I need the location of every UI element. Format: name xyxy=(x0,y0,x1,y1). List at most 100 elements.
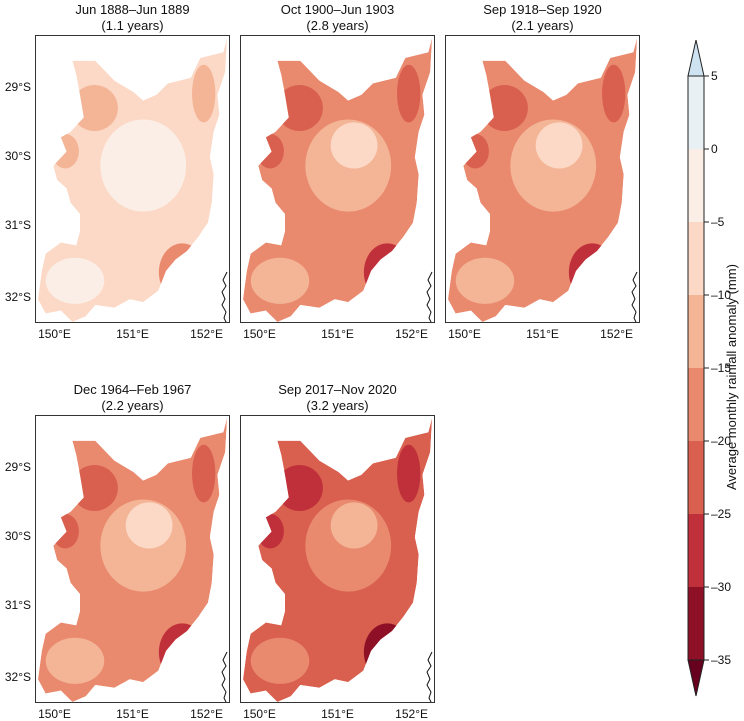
x-tick-label: 152°E xyxy=(190,707,223,721)
colorbar-segment xyxy=(688,441,704,514)
anomaly-zone xyxy=(330,502,378,549)
y-tick-label: 32°S xyxy=(4,670,31,685)
anomaly-zone xyxy=(51,133,79,169)
anomaly-zone xyxy=(568,243,616,301)
anomaly-zone xyxy=(461,133,489,169)
colorbar-tick-label: 0 xyxy=(711,142,718,156)
colorbar-tick-label: –5 xyxy=(711,215,725,229)
anomaly-zone xyxy=(602,64,626,123)
anomaly-zone xyxy=(51,513,79,549)
panel-subtitle: (3.2 years) xyxy=(306,398,369,413)
anomaly-zone xyxy=(535,122,583,169)
map-panel: Jun 1888–Jun 1889 (1.1 years) 150°E 151°E 15… xyxy=(5,0,230,341)
anomaly-zone xyxy=(256,513,284,549)
colorbar-tick-label: –30 xyxy=(711,580,732,594)
anomaly-zone xyxy=(363,243,411,301)
map-panel: Sep 2017–Nov 2020 (3.2 years) 150°E 151°E 15… xyxy=(240,380,435,721)
y-tick-label: 32°S xyxy=(4,290,31,305)
panel-subtitle: (1.1 years) xyxy=(101,18,164,33)
colorbar-tick-label: 5 xyxy=(711,69,718,83)
x-tick-label: 150°E xyxy=(243,327,276,341)
anomaly-zone xyxy=(45,257,105,304)
x-tick-label: 151°E xyxy=(116,327,149,341)
panel-subtitle: (2.2 years) xyxy=(101,398,164,413)
anomaly-zone xyxy=(481,84,528,132)
y-tick-label: 29°S xyxy=(4,79,31,94)
map-frame xyxy=(35,415,230,703)
colorbar-extend-over xyxy=(687,39,705,77)
x-tick-label: 150°E xyxy=(38,327,71,341)
colorbar-segment xyxy=(688,368,704,441)
colorbar-tick-label: –35 xyxy=(711,653,732,667)
y-tick-label: 30°S xyxy=(4,528,31,543)
x-tick-label: 151°E xyxy=(526,327,559,341)
panel-title: Jun 1888–Jun 1889 xyxy=(75,2,190,17)
y-tick-label: 31°S xyxy=(4,218,31,233)
anomaly-zone xyxy=(256,133,284,169)
x-tick-label: 152°E xyxy=(190,327,223,341)
anomaly-zone xyxy=(192,444,216,503)
map-frame xyxy=(240,415,435,703)
x-tick-label: 152°E xyxy=(395,707,428,721)
colorbar-segment xyxy=(688,295,704,368)
anomaly-zone xyxy=(330,122,378,169)
anomaly-zone xyxy=(276,464,323,512)
map-panel: Sep 1918–Sep 1920 (2.1 years) 150°E 151°E 15… xyxy=(445,0,640,341)
x-tick-label: 150°E xyxy=(38,707,71,721)
anomaly-zone xyxy=(158,243,206,301)
anomaly-zone xyxy=(250,257,310,304)
y-tick-label: 29°S xyxy=(4,459,31,474)
colorbar-segment xyxy=(688,514,704,587)
y-tick-label: 31°S xyxy=(4,598,31,613)
colorbar-segment xyxy=(688,222,704,295)
map-panel: Dec 1964–Feb 1967 (2.2 years) 150°E 151°E 15… xyxy=(5,380,230,721)
map-frame xyxy=(445,35,640,323)
panel-subtitle: (2.1 years) xyxy=(511,18,574,33)
x-tick-label: 152°E xyxy=(600,327,633,341)
anomaly-zone xyxy=(158,623,206,681)
anomaly-zone xyxy=(397,64,421,123)
x-tick-label: 150°E xyxy=(243,707,276,721)
anomaly-zone xyxy=(250,637,310,684)
x-tick-label: 152°E xyxy=(395,327,428,341)
y-tick-label: 30°S xyxy=(4,148,31,163)
map-panel: Oct 1900–Jun 1903 (2.8 years) 150°E 151°E 15… xyxy=(240,0,435,341)
anomaly-zone xyxy=(71,84,118,132)
panel-title: Oct 1900–Jun 1903 xyxy=(280,2,395,17)
coastline xyxy=(221,271,228,322)
anomaly-zone xyxy=(125,502,173,549)
panel-title: Sep 1918–Sep 1920 xyxy=(483,2,602,17)
panel-title: Sep 2017–Nov 2020 xyxy=(278,382,397,397)
x-tick-label: 151°E xyxy=(321,707,354,721)
colorbar-tick-label: –15 xyxy=(711,361,732,375)
x-tick-label: 151°E xyxy=(321,327,354,341)
x-tick-label: 150°E xyxy=(448,327,481,341)
anomaly-zone xyxy=(45,637,105,684)
colorbar-tick-label: –25 xyxy=(711,507,732,521)
anomaly-zone xyxy=(276,84,323,132)
anomaly-zone xyxy=(125,122,173,169)
coastline xyxy=(426,271,433,322)
colorbar-tick-label: –20 xyxy=(711,434,732,448)
anomaly-zone xyxy=(397,444,421,503)
panel-title: Dec 1964–Feb 1967 xyxy=(73,382,192,397)
colorbar-segment xyxy=(688,149,704,222)
anomaly-zone xyxy=(192,64,216,123)
colorbar-segment xyxy=(688,587,704,660)
colorbar-segment xyxy=(688,76,704,149)
colorbar-tick-label: –10 xyxy=(711,288,732,302)
panel-subtitle: (2.8 years) xyxy=(306,18,369,33)
colorbar: 5 0 –5 –10 –15 –20 –25 –30 –35 Average monthly r… xyxy=(660,39,744,710)
colorbar-extend-under xyxy=(687,659,705,697)
x-tick-label: 151°E xyxy=(116,707,149,721)
anomaly-zone xyxy=(71,464,118,512)
map-frame xyxy=(240,35,435,323)
anomaly-zone xyxy=(455,257,515,304)
coastline xyxy=(221,651,228,702)
coastline xyxy=(631,271,638,322)
colorbar-title: Average monthly rainfall anomaly (mm) xyxy=(724,264,739,490)
anomaly-zone xyxy=(363,623,411,681)
coastline xyxy=(426,651,433,702)
colorbar-graphic xyxy=(687,39,709,697)
map-frame xyxy=(35,35,230,323)
